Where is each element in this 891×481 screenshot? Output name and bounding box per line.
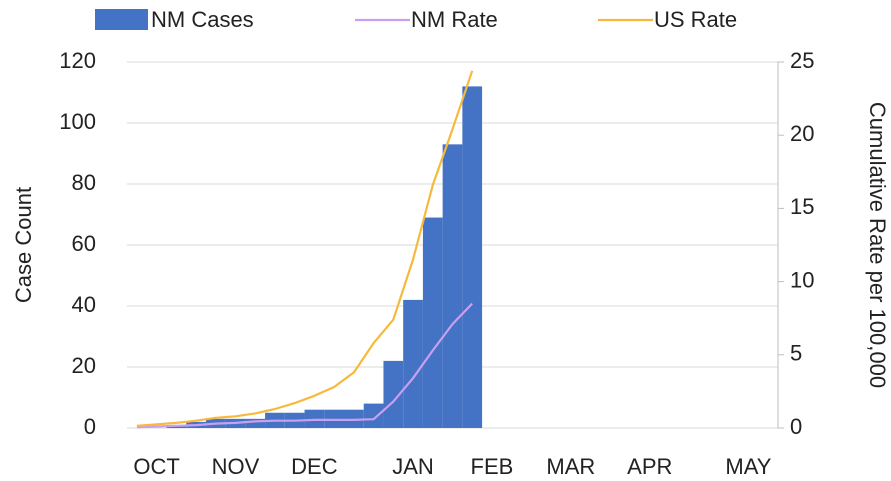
line	[136, 70, 474, 427]
x-tick-label: JAN	[392, 454, 434, 479]
x-tick-label: APR	[627, 454, 672, 479]
x-tick-label: OCT	[133, 454, 179, 479]
x-tick-label: DEC	[291, 454, 338, 479]
y2-tick-label: 0	[790, 414, 802, 439]
line	[136, 302, 473, 429]
y2-tick-label: 20	[790, 121, 814, 146]
legend-label: US Rate	[654, 7, 737, 32]
y-tick-label: 120	[59, 48, 96, 73]
bar	[462, 86, 483, 429]
legend-label: NM Cases	[151, 7, 254, 32]
bar	[383, 360, 404, 428]
y-tick-label: 80	[72, 170, 96, 195]
y2-axis-title: Cumulative Rate per 100,000	[865, 102, 890, 388]
y-tick-label: 0	[84, 414, 96, 439]
bar	[422, 217, 443, 428]
x-tick-label: MAY	[725, 454, 771, 479]
bar	[403, 299, 423, 428]
legend-label: NM Rate	[411, 7, 498, 32]
bar	[245, 418, 266, 428]
y-tick-label: 100	[59, 109, 96, 134]
x-tick-label: NOV	[212, 454, 260, 479]
x-tick-label: MAR	[546, 454, 595, 479]
y2-tick-label: 25	[790, 48, 814, 73]
y2-tick-label: 10	[790, 267, 814, 292]
y-tick-label: 20	[72, 353, 96, 378]
y2-tick-label: 5	[790, 341, 802, 366]
x-tick-label: FEB	[471, 454, 514, 479]
legend-swatch	[95, 9, 148, 30]
bar	[442, 144, 463, 428]
y-axis-title: Case Count	[11, 187, 36, 303]
bar	[363, 403, 384, 428]
y2-tick-label: 15	[790, 194, 814, 219]
y-tick-label: 40	[72, 292, 96, 317]
y-tick-label: 60	[72, 231, 96, 256]
